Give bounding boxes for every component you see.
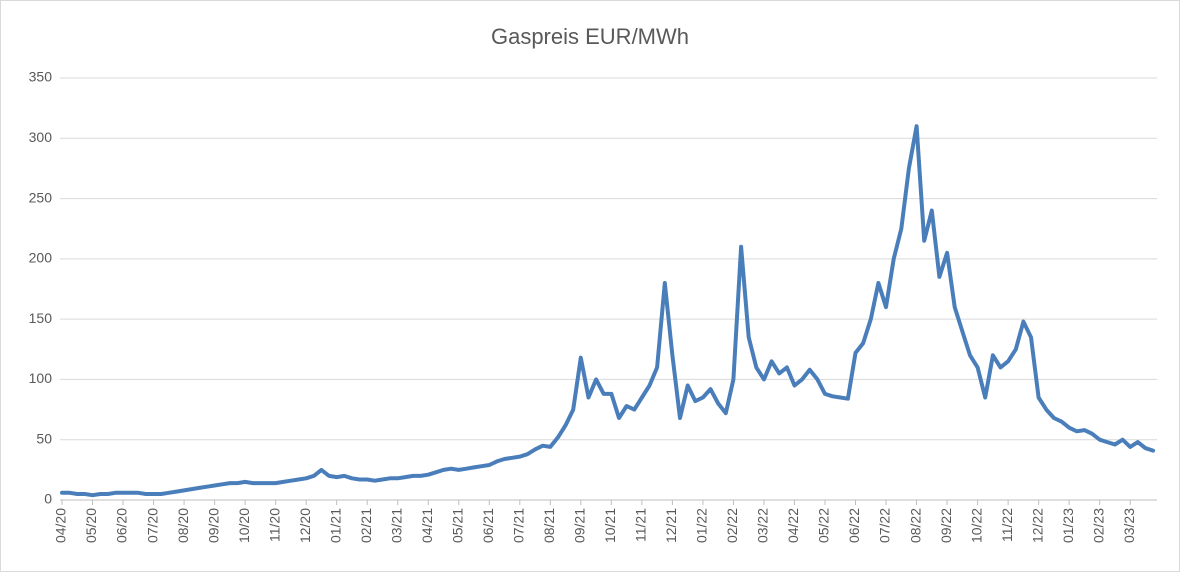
x-tick-label: 08/21 [541, 508, 557, 543]
x-tick-label: 07/22 [877, 508, 893, 543]
y-tick-label: 250 [29, 189, 53, 205]
x-tick-label: 08/22 [907, 508, 923, 543]
x-tick-label: 11/20 [266, 508, 282, 542]
x-tick-label: 01/22 [694, 508, 710, 543]
x-tick-label: 05/20 [83, 508, 99, 543]
x-tick-label: 07/20 [144, 508, 160, 543]
x-tick-label: 12/22 [1029, 508, 1045, 543]
x-tick-label: 06/21 [480, 508, 496, 543]
x-tick-label: 01/23 [1060, 508, 1076, 543]
x-tick-label: 04/22 [785, 508, 801, 543]
x-tick-label: 11/22 [999, 508, 1015, 542]
y-tick-label: 50 [36, 430, 52, 446]
x-tick-label: 05/22 [816, 508, 832, 543]
x-tick-label: 03/23 [1121, 508, 1137, 543]
x-tick-label: 02/21 [358, 508, 374, 543]
x-tick-label: 10/22 [968, 508, 984, 543]
x-tick-label: 12/20 [297, 508, 313, 543]
x-tick-label: 09/21 [572, 508, 588, 543]
x-tick-label: 07/21 [511, 508, 527, 543]
y-tick-label: 0 [44, 491, 52, 507]
x-tick-label: 03/21 [388, 508, 404, 543]
x-tick-label: 10/21 [602, 508, 618, 543]
x-tick-label: 08/20 [175, 508, 191, 543]
y-tick-label: 100 [29, 370, 53, 386]
y-tick-label: 150 [29, 310, 53, 326]
x-tick-label: 04/21 [419, 508, 435, 543]
x-tick-label: 06/20 [114, 508, 130, 543]
y-tick-label: 200 [29, 250, 53, 266]
x-tick-label: 12/21 [663, 508, 679, 543]
x-tick-label: 09/22 [938, 508, 954, 543]
x-tick-label: 11/21 [633, 508, 649, 542]
y-tick-label: 350 [29, 69, 53, 85]
chart-title: Gaspreis EUR/MWh [491, 24, 689, 49]
x-tick-label: 02/22 [724, 508, 740, 543]
x-tick-label: 02/23 [1090, 508, 1106, 543]
x-tick-label: 04/20 [53, 508, 69, 543]
x-tick-label: 06/22 [846, 508, 862, 543]
x-tick-label: 05/21 [449, 508, 465, 543]
x-tick-label: 03/22 [755, 508, 771, 543]
x-tick-label: 10/20 [236, 508, 252, 543]
y-tick-label: 300 [29, 129, 53, 145]
x-tick-label: 01/21 [327, 508, 343, 543]
x-tick-label: 09/20 [205, 508, 221, 543]
data-line [60, 124, 1156, 498]
